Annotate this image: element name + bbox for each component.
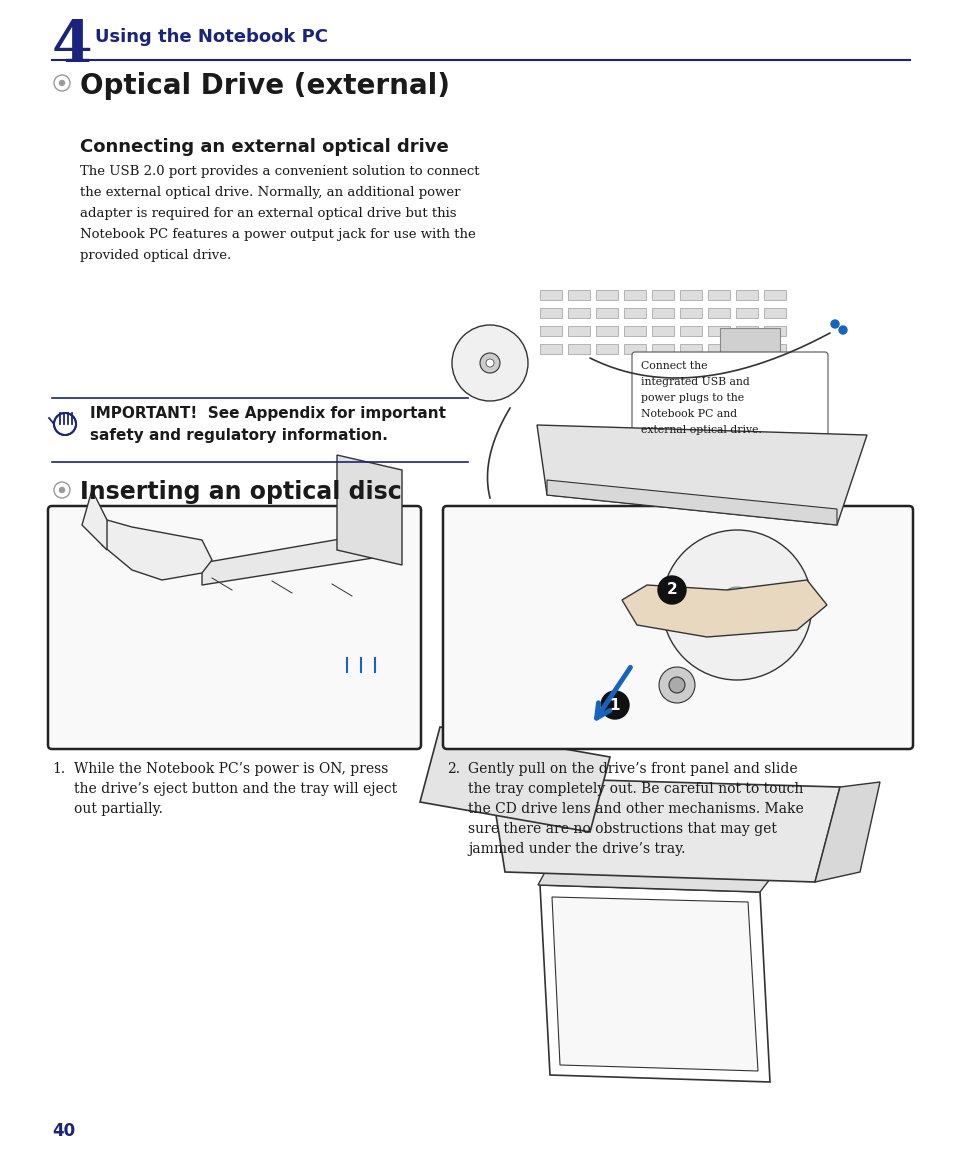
Text: integrated USB and: integrated USB and	[640, 377, 749, 387]
Bar	[679, 290, 701, 300]
Bar	[679, 344, 701, 353]
Bar	[539, 308, 561, 318]
Polygon shape	[82, 490, 107, 550]
Bar	[707, 344, 729, 353]
Text: safety and regulatory information.: safety and regulatory information.	[90, 429, 388, 444]
Text: Notebook PC features a power output jack for use with the: Notebook PC features a power output jack…	[80, 228, 476, 241]
Circle shape	[830, 320, 838, 328]
Bar	[763, 344, 785, 353]
Bar	[720, 328, 780, 358]
Polygon shape	[814, 782, 879, 882]
Polygon shape	[546, 480, 836, 526]
Text: 2: 2	[666, 582, 677, 597]
Text: Optical Drive (external): Optical Drive (external)	[80, 72, 450, 100]
Circle shape	[479, 353, 499, 373]
Polygon shape	[102, 520, 212, 580]
Bar	[596, 344, 618, 353]
Bar	[567, 344, 589, 353]
Text: power plugs to the: power plugs to the	[640, 393, 743, 403]
Bar	[763, 308, 785, 318]
Text: 40: 40	[52, 1122, 75, 1140]
FancyBboxPatch shape	[631, 352, 827, 446]
Bar	[763, 326, 785, 336]
Text: the CD drive lens and other mechanisms. Make: the CD drive lens and other mechanisms. …	[468, 802, 803, 815]
Circle shape	[59, 487, 65, 492]
Bar	[651, 326, 673, 336]
Polygon shape	[552, 897, 758, 1071]
Bar	[567, 290, 589, 300]
Circle shape	[730, 599, 742, 611]
Circle shape	[659, 666, 695, 703]
Text: While the Notebook PC’s power is ON, press: While the Notebook PC’s power is ON, pre…	[74, 762, 388, 776]
Bar	[763, 290, 785, 300]
Text: external optical drive.: external optical drive.	[640, 425, 761, 435]
Circle shape	[661, 530, 811, 680]
Bar	[596, 308, 618, 318]
Polygon shape	[539, 885, 769, 1082]
Bar	[596, 326, 618, 336]
Bar	[707, 308, 729, 318]
Text: The USB 2.0 port provides a convenient solution to connect: The USB 2.0 port provides a convenient s…	[80, 165, 479, 178]
Circle shape	[719, 587, 754, 623]
Bar	[567, 308, 589, 318]
FancyBboxPatch shape	[48, 506, 420, 748]
Circle shape	[838, 326, 846, 334]
Text: the external optical drive. Normally, an additional power: the external optical drive. Normally, an…	[80, 186, 460, 199]
Circle shape	[600, 691, 628, 720]
Bar	[539, 290, 561, 300]
Text: Connecting an external optical drive: Connecting an external optical drive	[80, 137, 448, 156]
Text: 2.: 2.	[447, 762, 459, 776]
Circle shape	[668, 677, 684, 693]
Bar	[539, 326, 561, 336]
Circle shape	[485, 359, 494, 367]
Bar	[735, 290, 758, 300]
Bar	[623, 290, 645, 300]
Text: Using the Notebook PC: Using the Notebook PC	[95, 28, 328, 46]
Bar	[651, 290, 673, 300]
Text: Inserting an optical disc: Inserting an optical disc	[80, 480, 401, 504]
Bar	[735, 308, 758, 318]
Text: 1.: 1.	[52, 762, 65, 776]
Text: 4: 4	[52, 18, 92, 74]
Text: Gently pull on the drive’s front panel and slide: Gently pull on the drive’s front panel a…	[468, 762, 797, 776]
Polygon shape	[419, 726, 609, 832]
Text: the drive’s eject button and the tray will eject: the drive’s eject button and the tray wi…	[74, 782, 396, 796]
Polygon shape	[490, 777, 840, 882]
Text: sure there are no obstructions that may get: sure there are no obstructions that may …	[468, 822, 776, 836]
Polygon shape	[537, 872, 769, 892]
Bar	[735, 326, 758, 336]
Bar	[596, 290, 618, 300]
Text: Connect the: Connect the	[640, 362, 707, 371]
Polygon shape	[202, 530, 392, 584]
Bar	[735, 344, 758, 353]
Text: Notebook PC and: Notebook PC and	[640, 409, 737, 419]
FancyBboxPatch shape	[442, 506, 912, 748]
Bar	[707, 326, 729, 336]
Bar	[651, 308, 673, 318]
Text: adapter is required for an external optical drive but this: adapter is required for an external opti…	[80, 207, 456, 219]
Circle shape	[59, 81, 65, 85]
Bar	[623, 326, 645, 336]
Text: jammed under the drive’s tray.: jammed under the drive’s tray.	[468, 842, 684, 856]
Polygon shape	[336, 455, 401, 565]
Bar	[539, 344, 561, 353]
Text: the tray completely out. Be careful not to touch: the tray completely out. Be careful not …	[468, 782, 802, 796]
Bar	[567, 326, 589, 336]
Text: out partially.: out partially.	[74, 802, 163, 815]
Circle shape	[658, 576, 685, 604]
Circle shape	[452, 325, 527, 401]
Text: 1: 1	[609, 698, 619, 713]
Bar	[707, 290, 729, 300]
Polygon shape	[537, 425, 866, 526]
Bar	[679, 308, 701, 318]
Bar	[679, 326, 701, 336]
Bar	[651, 344, 673, 353]
Text: IMPORTANT!  See Appendix for important: IMPORTANT! See Appendix for important	[90, 407, 446, 422]
Text: provided optical drive.: provided optical drive.	[80, 249, 231, 262]
Polygon shape	[621, 580, 826, 638]
Bar	[623, 308, 645, 318]
Bar	[623, 344, 645, 353]
